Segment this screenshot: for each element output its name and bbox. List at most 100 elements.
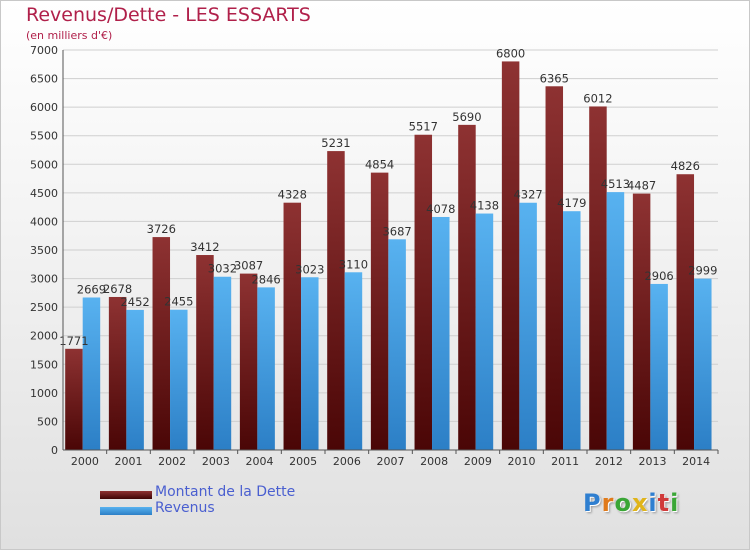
y-tick-label: 5000 xyxy=(30,158,58,171)
revenue-value-label: 2846 xyxy=(251,272,280,286)
logo-letter: x xyxy=(631,489,649,517)
debt-bar xyxy=(283,202,302,450)
logo-letter: o xyxy=(614,489,632,517)
revenue-value-label: 4179 xyxy=(557,196,586,210)
revenue-value-label: 2999 xyxy=(688,264,717,278)
legend-label-revenue: Revenus xyxy=(155,500,215,516)
revenue-value-label: 2452 xyxy=(120,295,149,309)
debt-bar xyxy=(676,174,695,450)
x-tick-label: 2010 xyxy=(508,455,536,468)
x-tick-label: 2014 xyxy=(682,455,710,468)
x-tick-label: 2004 xyxy=(246,455,274,468)
logo-letter: i xyxy=(648,489,658,517)
revenue-value-label: 3023 xyxy=(295,262,324,276)
y-tick-label: 2500 xyxy=(30,301,58,314)
x-tick-label: 2003 xyxy=(202,455,230,468)
revenue-bar xyxy=(694,278,712,450)
debt-bar xyxy=(414,134,433,450)
x-tick-label: 2012 xyxy=(595,455,623,468)
y-tick-label: 1000 xyxy=(30,387,58,400)
debt-value-label: 5690 xyxy=(452,110,481,124)
y-tick-label: 0 xyxy=(51,444,58,457)
revenue-value-label: 4513 xyxy=(601,177,630,191)
revenue-value-label: 2906 xyxy=(644,269,673,283)
x-tick-label: 2005 xyxy=(289,455,317,468)
revenue-value-label: 3110 xyxy=(339,257,368,271)
revenue-bar xyxy=(606,192,625,450)
debt-bar xyxy=(545,86,564,451)
revenue-bar xyxy=(388,239,406,450)
debt-bar xyxy=(196,255,214,450)
x-tick-label: 2009 xyxy=(464,455,492,468)
revenue-value-label: 4138 xyxy=(470,199,499,213)
axes: 0 500 1000 1500 2000 2500 3000 3500 4000 4500 5000… xyxy=(30,44,719,468)
revenue-bar xyxy=(432,216,450,450)
chart-subtitle: (en milliers d'€) xyxy=(26,29,113,42)
debt-value-label: 3412 xyxy=(190,240,219,254)
revenue-value-label: 4078 xyxy=(426,202,455,216)
logo-letter: r xyxy=(601,489,615,517)
debt-value-label: 1771 xyxy=(59,334,88,348)
logo-letter: i xyxy=(670,489,680,517)
x-tick-label: 2008 xyxy=(420,455,448,468)
debt-value-label: 5517 xyxy=(409,120,438,134)
logo-letter: P xyxy=(583,489,602,517)
legend-label-debt: Montant de la Dette xyxy=(155,484,296,500)
debt-value-label: 4854 xyxy=(365,158,394,172)
debt-value-label: 3087 xyxy=(234,259,263,273)
y-tick-label: 6000 xyxy=(30,101,58,114)
debt-value-label: 3726 xyxy=(147,222,176,236)
proxiti-logo: Proxiti xyxy=(583,489,679,517)
debt-bar xyxy=(327,151,345,451)
revenue-value-label: 3687 xyxy=(382,224,411,238)
debt-value-label: 6012 xyxy=(583,91,612,105)
revenue-bar xyxy=(213,276,232,450)
revenue-value-label: 2669 xyxy=(77,282,106,296)
y-tick-label: 6500 xyxy=(30,73,58,86)
revenue-bar xyxy=(82,297,101,450)
revenue-bar xyxy=(301,277,319,450)
debt-bar xyxy=(65,348,83,450)
revenue-bar xyxy=(126,309,144,450)
revenue-bar xyxy=(344,272,363,450)
revenue-bar xyxy=(257,287,275,450)
debt-bar xyxy=(239,273,258,450)
debt-bar xyxy=(458,124,476,450)
legend-swatch-revenue xyxy=(100,507,152,515)
legend-swatch-debt xyxy=(100,491,152,499)
x-tick-label: 2006 xyxy=(333,455,361,468)
debt-bar xyxy=(152,237,171,450)
debt-bar xyxy=(108,296,127,450)
y-tick-label: 1500 xyxy=(30,358,58,371)
x-tick-label: 2002 xyxy=(158,455,186,468)
revenue-value-label: 3032 xyxy=(208,262,237,276)
debt-value-label: 6800 xyxy=(496,46,525,60)
revenue-value-label: 2455 xyxy=(164,295,193,309)
revenue-bar xyxy=(475,213,494,450)
debt-value-label: 4826 xyxy=(671,159,700,173)
x-tick-label: 2000 xyxy=(71,455,99,468)
y-tick-label: 3000 xyxy=(30,273,58,286)
debt-value-label: 4328 xyxy=(278,188,307,202)
revenue-bar xyxy=(170,309,188,450)
bars xyxy=(65,61,712,451)
debt-value-label: 2678 xyxy=(103,282,132,296)
logo-letter: t xyxy=(657,489,671,517)
x-tick-label: 2013 xyxy=(639,455,667,468)
debt-bar xyxy=(589,106,607,450)
debt-bar xyxy=(632,193,651,450)
x-tick-label: 2011 xyxy=(551,455,579,468)
debt-value-label: 5231 xyxy=(321,136,350,150)
x-tick-label: 2001 xyxy=(115,455,143,468)
y-tick-label: 3500 xyxy=(30,244,58,257)
y-tick-label: 500 xyxy=(37,415,58,428)
revenue-bar xyxy=(519,202,537,450)
y-tick-label: 2000 xyxy=(30,330,58,343)
chart-title: Revenus/Dette - LES ESSARTS xyxy=(26,4,311,26)
y-tick-label: 7000 xyxy=(30,44,58,57)
debt-bar xyxy=(501,61,520,451)
revenue-bar xyxy=(650,283,668,450)
debt-value-label: 6365 xyxy=(540,71,569,85)
